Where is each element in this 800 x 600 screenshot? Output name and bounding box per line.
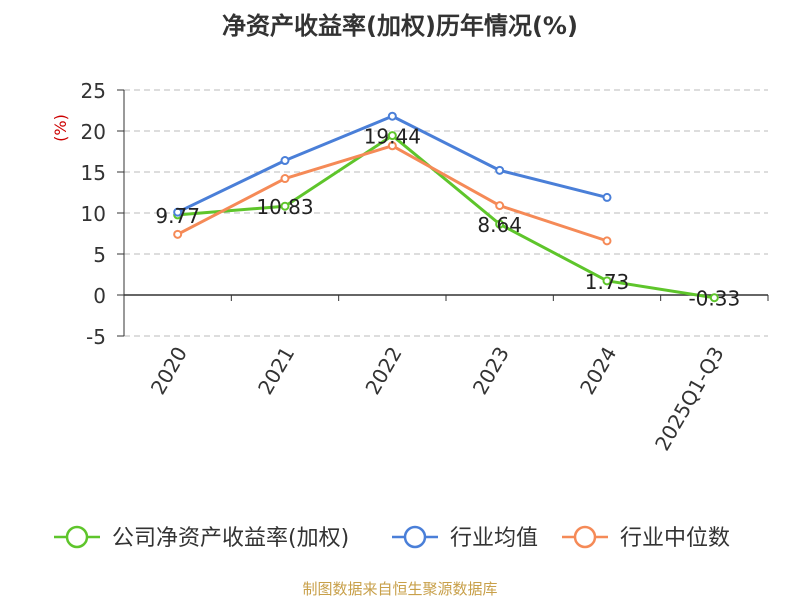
data-point — [387, 111, 397, 121]
series-line-2 — [176, 144, 608, 243]
legend[interactable]: 公司净资产收益率(加权) 行业均值 行业中位数 — [54, 525, 730, 551]
x-tick-label: 2021 — [253, 343, 299, 399]
y-axis-ticks: 25 20 15 10 5 0 -5 — [81, 79, 125, 349]
data-point — [280, 174, 290, 184]
data-point — [280, 201, 290, 211]
series-line-0 — [177, 134, 715, 300]
data-point — [495, 201, 505, 211]
y-tick-label: 20 — [81, 120, 106, 144]
y-tick-label: -5 — [86, 325, 106, 349]
chart-title: 净资产收益率(加权)历年情况(%) — [222, 12, 578, 40]
data-label: 10.83 — [256, 195, 313, 219]
source-note: 制图数据来自恒生聚源数据库 — [302, 580, 497, 598]
data-point — [602, 236, 612, 246]
legend-label: 公司净资产收益率(加权) — [112, 526, 349, 551]
series-lines — [173, 111, 719, 303]
data-label: -0.33 — [688, 287, 740, 311]
legend-label: 行业中位数 — [620, 526, 730, 551]
data-point — [387, 131, 397, 141]
y-axis-label: (%) — [51, 114, 70, 142]
data-labels: 9.77 10.83 19.44 8.64 1.73 -0.33 — [155, 125, 740, 311]
data-point — [173, 229, 183, 239]
x-tick-label: 2025Q1-Q3 — [650, 343, 729, 455]
x-axis: 2020 2021 2022 2023 2024 2025Q1-Q3 — [123, 294, 769, 455]
data-point — [709, 293, 719, 303]
x-tick-label: 2020 — [146, 343, 192, 399]
legend-label: 行业均值 — [450, 526, 538, 551]
x-tick-label: 2024 — [575, 343, 621, 399]
x-tick-label: 2022 — [360, 343, 406, 399]
data-point — [387, 141, 397, 151]
data-label: 9.77 — [155, 204, 200, 228]
data-point — [173, 207, 183, 217]
data-point — [495, 219, 505, 229]
data-label: 19.44 — [364, 125, 421, 149]
legend-marker — [65, 525, 89, 549]
y-tick-label: 5 — [93, 243, 106, 267]
data-point — [602, 192, 612, 202]
data-point — [495, 165, 505, 175]
y-tick-label: 15 — [81, 161, 106, 185]
data-point — [602, 276, 612, 286]
y-tick-label: 0 — [93, 284, 106, 308]
legend-marker — [403, 525, 427, 549]
data-label: 8.64 — [477, 213, 522, 237]
y-tick-label: 10 — [81, 202, 106, 226]
legend-marker — [573, 525, 597, 549]
x-tick-label: 2023 — [468, 342, 514, 398]
data-label: 1.73 — [585, 270, 630, 294]
data-point — [280, 156, 290, 166]
y-tick-label: 25 — [81, 79, 106, 103]
